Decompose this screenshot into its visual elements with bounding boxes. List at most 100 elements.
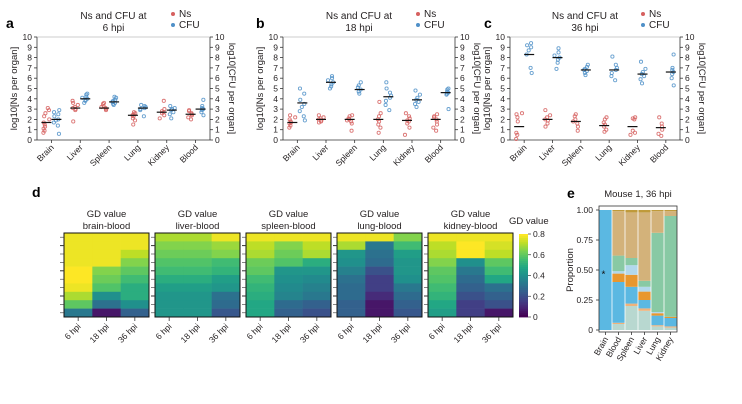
heatmap-cell <box>246 291 275 301</box>
heatmap-cell <box>428 308 457 318</box>
data-point-ns <box>431 125 436 130</box>
bar-segment <box>651 210 664 212</box>
y-tick-label-left: 6 <box>500 73 505 83</box>
data-point-cfu <box>554 66 559 71</box>
data-point-cfu <box>613 78 618 83</box>
panel-title-line2: 6 hpi <box>103 23 125 34</box>
heatmap-cell <box>428 291 457 301</box>
y-tick-label: 0.75 <box>576 235 593 245</box>
heatmap-cell <box>183 308 212 318</box>
x-tick-label: Kidney <box>391 142 417 168</box>
data-point-cfu <box>51 120 56 125</box>
data-point-cfu <box>357 91 362 96</box>
heatmap-cell <box>183 258 212 267</box>
data-point-ns <box>100 101 106 106</box>
data-point-cfu <box>358 80 363 85</box>
heatmap-cell <box>393 266 423 276</box>
data-point-cfu <box>528 65 533 70</box>
heatmap-cell <box>456 291 485 301</box>
data-point-ns <box>545 115 550 120</box>
heatmap-cell <box>246 233 275 242</box>
heatmap-cell <box>246 275 275 284</box>
heatmap-cell <box>120 275 150 284</box>
bar-segment <box>612 322 625 324</box>
y-axis-label: Proportion <box>565 248 576 292</box>
heatmap-cell <box>365 300 394 309</box>
data-point-ns <box>187 108 192 113</box>
data-point-cfu <box>85 91 90 96</box>
y-tick-label-right: 6 <box>460 73 465 83</box>
heatmap-cell <box>484 283 514 293</box>
colorbar-segment <box>519 294 528 297</box>
bar-segment <box>638 280 651 287</box>
y-tick-label-right: 10 <box>685 32 695 42</box>
heatmap-cell <box>246 283 275 293</box>
data-point-ns <box>132 118 138 123</box>
heatmap-cell <box>456 275 485 284</box>
y-tick-label-right: 7 <box>215 63 220 73</box>
heatmap-title-line2: liver-blood <box>176 221 220 232</box>
x-tick-label: Brain <box>281 142 302 163</box>
data-point-cfu <box>669 76 674 81</box>
data-point-ns <box>162 107 167 112</box>
data-point-ns <box>70 98 75 103</box>
heatmap-cell <box>393 300 423 309</box>
stacked-bar-panel-e: e Mouse 1, 36 hpi 0 0.25 0.50 0.75 1.00 Proport… <box>565 185 678 363</box>
data-point-cfu <box>387 108 392 113</box>
data-point-cfu <box>201 97 206 102</box>
data-point-ns <box>188 117 194 122</box>
heatmap-cell <box>365 249 394 259</box>
bar-segment <box>651 312 664 314</box>
heatmap-cell <box>428 300 457 309</box>
y-tick-label-left: 6 <box>27 73 32 83</box>
y-axis-label-right: log10[CFU per organ] <box>696 43 707 134</box>
colorbar: GD value 0 0.2 0.4 0.6 0.8 <box>509 216 549 322</box>
data-point-ns <box>288 113 293 118</box>
colorbar-segment <box>519 242 528 245</box>
heatmap-title-line2: spleen-blood <box>261 221 315 232</box>
heatmap-cell <box>365 258 394 267</box>
legend-marker-cfu <box>416 23 420 27</box>
data-point-cfu <box>556 46 561 51</box>
y-tick-label-left: 1 <box>27 125 32 135</box>
heatmap-cell <box>302 300 332 309</box>
heatmap-cell <box>274 266 303 276</box>
heatmap-cell <box>183 291 212 301</box>
data-point-ns <box>604 127 609 132</box>
data-point-ns <box>101 100 107 105</box>
x-tick-label: Blood <box>648 142 671 165</box>
heatmap-cell <box>211 241 241 251</box>
heatmap-cell <box>274 308 303 318</box>
bar-segment <box>638 310 651 330</box>
data-point-cfu <box>329 84 334 89</box>
y-tick-label-right: 7 <box>685 63 690 73</box>
heatmap-cell <box>393 283 423 293</box>
y-tick-label-right: 0 <box>685 135 690 145</box>
colorbar-title: GD value <box>509 216 549 227</box>
colorbar-segment <box>519 308 528 312</box>
y-tick-label-right: 1 <box>685 125 690 135</box>
colorbar-segment <box>519 244 528 247</box>
colorbar-tick-label: 0 <box>533 312 538 322</box>
data-point-cfu <box>639 81 645 86</box>
y-tick-label-left: 9 <box>27 42 32 52</box>
panel-label: b <box>256 15 265 31</box>
heatmap-cell <box>246 266 275 276</box>
colorbar-segment <box>519 290 528 293</box>
y-tick-label-left: 5 <box>273 84 278 94</box>
heatmap-cell <box>302 283 332 293</box>
heatmap-cell <box>155 258 184 267</box>
heatmap-cell <box>365 291 394 301</box>
bar-segment <box>612 271 625 274</box>
colorbar-segment <box>519 287 528 291</box>
data-point-ns <box>349 121 354 126</box>
y-tick-label-right: 3 <box>215 104 220 114</box>
colorbar-segment <box>519 275 528 278</box>
colorbar-segment <box>519 254 528 258</box>
bar-segment <box>638 308 651 311</box>
data-point-ns <box>42 124 48 129</box>
